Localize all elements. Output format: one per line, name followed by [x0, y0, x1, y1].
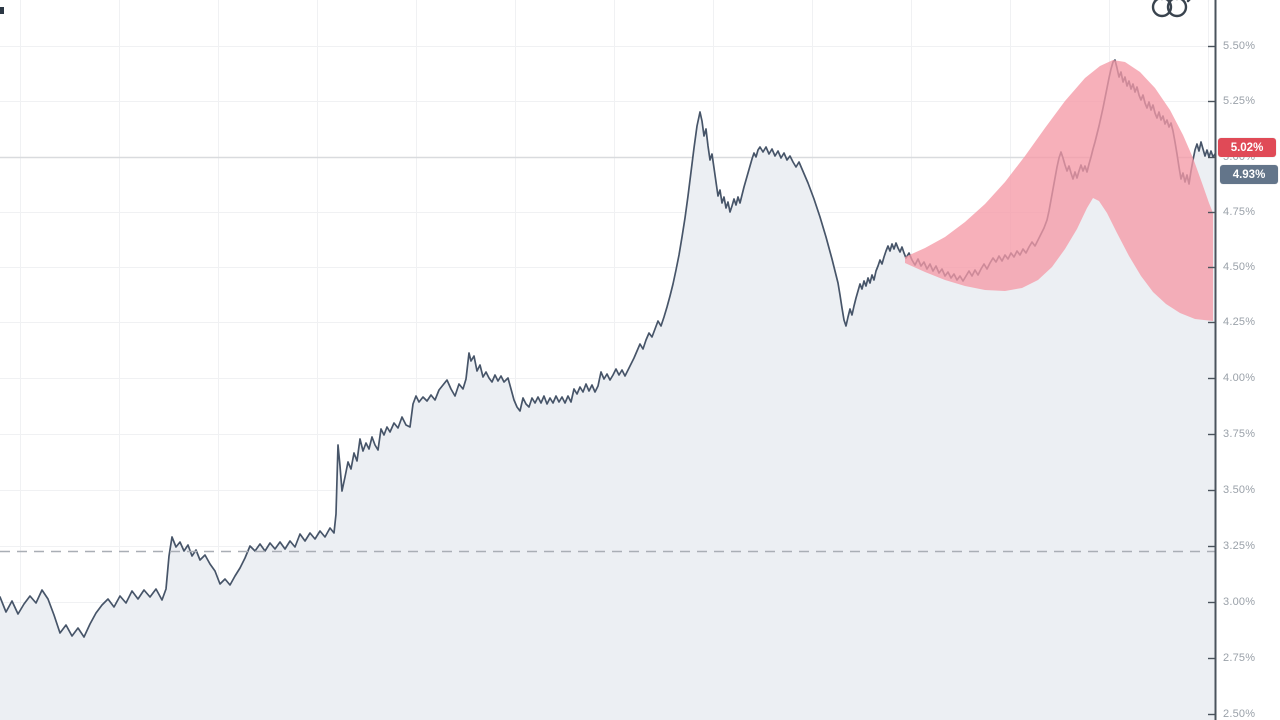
- y-axis-tick-label: 4.50%: [1223, 261, 1256, 273]
- y-axis-tick-label: 3.75%: [1223, 428, 1256, 440]
- price-scale-gutter[interactable]: [1217, 0, 1280, 720]
- camera-icon[interactable]: [1144, 0, 1196, 23]
- y-axis-tick-label: 3.00%: [1223, 596, 1256, 608]
- last-price-badge: 5.02%: [1218, 138, 1276, 157]
- y-axis-tick-label: 5.50%: [1223, 40, 1256, 52]
- y-axis-tick-label: 3.50%: [1223, 484, 1256, 496]
- y-axis-tick-label: 4.00%: [1223, 372, 1256, 384]
- secondary-price-badge: 4.93%: [1220, 165, 1278, 184]
- y-axis-tick-label: 4.25%: [1223, 316, 1256, 328]
- left-edge-mark: [0, 7, 4, 14]
- y-axis-tick-label: 2.50%: [1223, 708, 1256, 720]
- y-axis-tick-label: 2.75%: [1223, 652, 1256, 664]
- y-axis-tick-label: 5.25%: [1223, 95, 1256, 107]
- y-axis-tick-label: 3.25%: [1223, 540, 1256, 552]
- y-axis-tick-label: 4.75%: [1223, 206, 1256, 218]
